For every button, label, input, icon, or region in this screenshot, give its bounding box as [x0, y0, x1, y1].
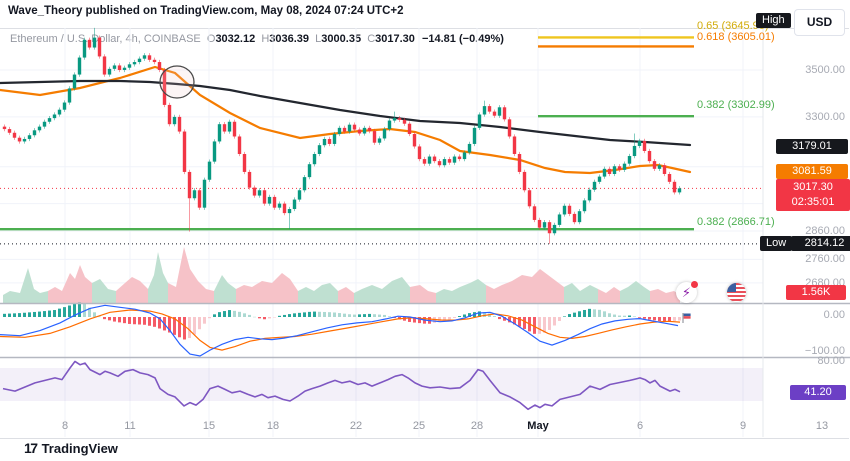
fib-level-label: 0.618 (3605.01)	[697, 31, 775, 43]
time-axis-label: 13	[815, 420, 829, 432]
tradingview-logo-text: TradingView	[41, 440, 118, 456]
fib-level-label: 0.382 (2866.71)	[697, 216, 775, 228]
time-axis-label: May	[527, 420, 549, 432]
ohlc-open: O3032.12	[206, 33, 256, 45]
bar-countdown: 02:35:01	[791, 196, 835, 209]
indicator-axis-label: 80.00	[817, 355, 845, 367]
price-change: −14.81 (−0.49%)	[421, 33, 504, 45]
time-axis-label: 6	[636, 420, 644, 432]
time-axis-label: 15	[202, 420, 216, 432]
last-price-badge: 3017.30 02:35:01	[776, 179, 850, 212]
indicator-axis-label: −100.00	[804, 345, 845, 357]
ma200-price-badge: 3179.01	[776, 139, 848, 155]
ohlc-high: H3036.39	[261, 33, 310, 45]
currency-toggle-button[interactable]: USD	[794, 9, 845, 36]
us-flag-reaction-icon[interactable]	[727, 283, 746, 302]
time-axis-label: 22	[349, 420, 363, 432]
low-marker-badge: Low	[760, 236, 793, 252]
low-price-badge: 2814.12	[791, 236, 850, 252]
fib-level-label: 0.382 (3302.99)	[697, 99, 775, 111]
tradingview-logo-icon: 17	[24, 440, 38, 456]
ohlc-low: L3000.35	[315, 33, 362, 45]
time-axis-label: 9	[739, 420, 747, 432]
price-axis-label: 3300.00	[805, 110, 845, 123]
price-axis-label: 2860.00	[805, 225, 845, 238]
fib-level-label: 0.65 (3645.96)	[697, 20, 769, 32]
ma-orange-price-badge: 3081.59	[776, 164, 848, 179]
flag-marker-icon[interactable]	[681, 312, 693, 324]
indicator-axis-label: 0.00	[823, 309, 845, 321]
rsi-value-badge: 41.20	[790, 385, 846, 400]
high-marker-badge: High	[756, 13, 791, 28]
last-price-value: 3017.30	[793, 181, 833, 194]
time-axis-label: 8	[61, 420, 69, 432]
price-axis-label: 2760.00	[805, 253, 845, 266]
price-axis-label: 3500.00	[805, 63, 845, 76]
time-axis-label: 11	[124, 420, 136, 432]
chart-legend: Ethereum / U.S. Dollar, 4h, COINBASE O30…	[10, 33, 504, 45]
tradingview-attribution-logo[interactable]: 17 TradingView	[24, 440, 118, 456]
time-axis-label: 18	[266, 420, 280, 432]
attribution-text: Wave_Theory published on TradingView.com…	[8, 5, 404, 17]
boost-lightning-icon[interactable]: ⚡	[676, 281, 698, 303]
symbol-title: Ethereum / U.S. Dollar, 4h, COINBASE	[10, 33, 201, 45]
chart-frame	[0, 28, 849, 439]
time-axis-label: 25	[412, 420, 426, 432]
volume-value-badge: 1.56K	[786, 285, 846, 300]
ohlc-close: C3017.30	[367, 33, 415, 45]
time-axis-label: 28	[470, 420, 484, 432]
